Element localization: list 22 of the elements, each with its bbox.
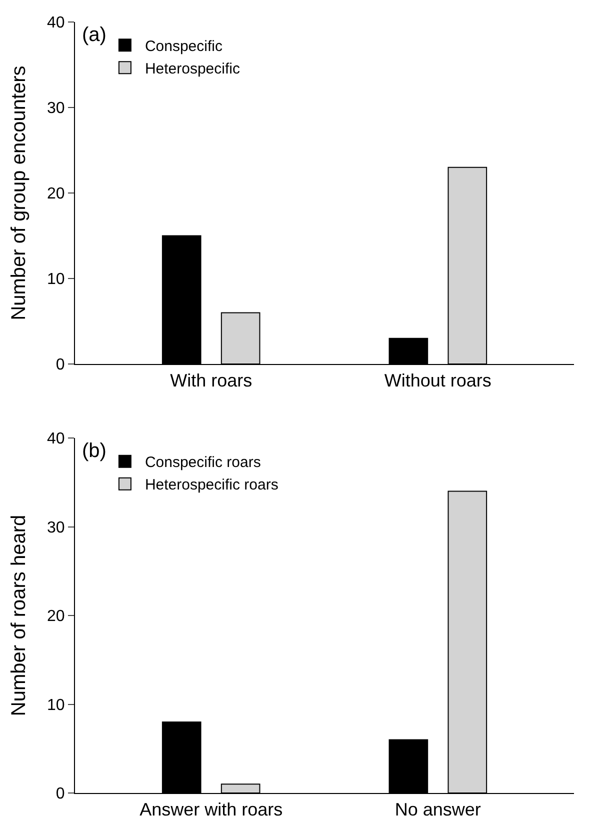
legend-label: Heterospecific bbox=[144, 60, 240, 78]
legend-label: Heterospecific roars bbox=[144, 476, 278, 494]
y-axis-title: Number of group encounters bbox=[8, 66, 30, 320]
y-tick-label: 10 bbox=[47, 271, 65, 288]
y-axis-title: Number of roars heard bbox=[8, 514, 30, 716]
x-tick-label: Without roars bbox=[384, 370, 492, 391]
y-tick-label: 20 bbox=[47, 186, 65, 203]
y-tick-label: 0 bbox=[56, 786, 65, 803]
legend-label: Conspecific roars bbox=[144, 454, 261, 472]
y-tick-label: 30 bbox=[47, 519, 65, 536]
y-tick-label: 40 bbox=[47, 430, 65, 448]
x-tick-label: No answer bbox=[394, 800, 481, 820]
chart-title: (a) bbox=[82, 24, 106, 46]
x-tick-label: Answer with roars bbox=[140, 800, 283, 820]
y-tick-label: 10 bbox=[47, 696, 65, 714]
y-tick-label: 0 bbox=[56, 356, 65, 374]
y-tick-label: 40 bbox=[47, 14, 65, 32]
y-tick-label: 20 bbox=[47, 608, 65, 626]
legend-label: Conspecific bbox=[144, 38, 223, 55]
x-tick-label: With roars bbox=[170, 370, 252, 391]
chart-title: (b) bbox=[82, 440, 106, 462]
y-tick-label: 30 bbox=[47, 100, 65, 118]
